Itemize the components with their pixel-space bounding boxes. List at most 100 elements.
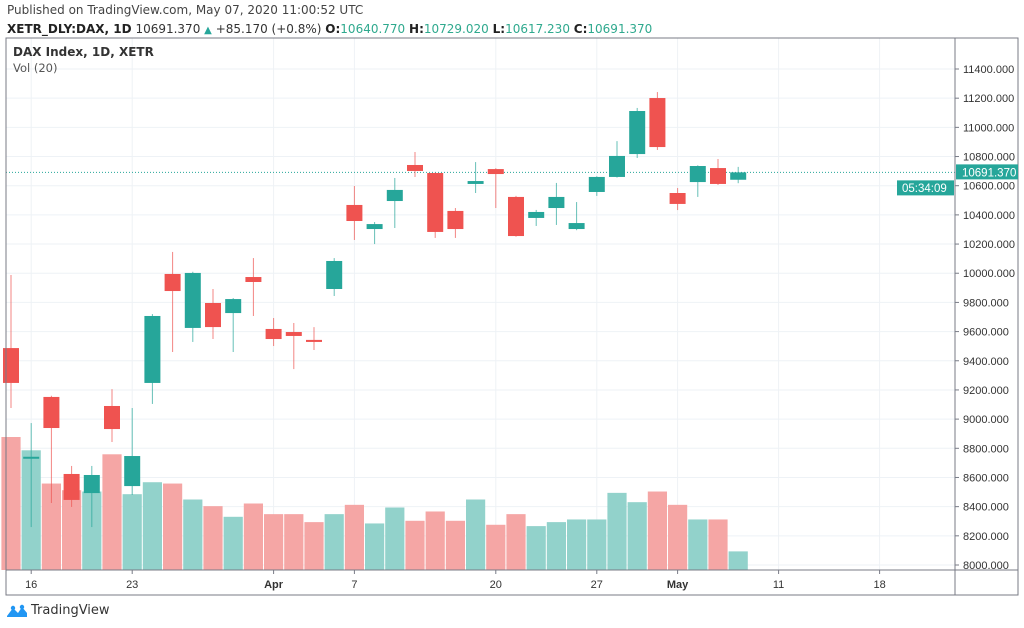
candle-body[interactable] <box>3 348 19 383</box>
price-change: +85.170 (+0.8%) <box>215 22 322 36</box>
candle-body[interactable] <box>366 224 383 230</box>
candle-body[interactable] <box>447 210 464 230</box>
volume-bar <box>243 503 263 570</box>
candle-body[interactable] <box>306 339 322 342</box>
candle-body[interactable] <box>548 196 565 209</box>
published-caption: Published on TradingView.com, May 07, 20… <box>7 3 364 17</box>
candle-body[interactable] <box>467 181 484 184</box>
volume-bar <box>688 519 708 570</box>
volume-bar <box>445 520 465 570</box>
volume-bar <box>506 514 526 570</box>
price-axis-label: 10400.000 <box>963 210 1015 222</box>
price-axis-label: 9400.000 <box>963 356 1009 368</box>
volume-bar <box>163 483 183 570</box>
volume-bar <box>102 454 122 570</box>
volume-bar <box>425 511 445 570</box>
last-price-badge-text: 10691.370 <box>962 167 1016 179</box>
symbol-info-bar: XETR_DLY:DAX, 1D 10691.370 ▲ +85.170 (+0… <box>7 22 652 36</box>
candle-body[interactable] <box>689 166 706 183</box>
volume-bar <box>41 483 61 570</box>
open-value: 10640.770 <box>340 22 406 36</box>
candle-body[interactable] <box>265 328 282 340</box>
candle-body[interactable] <box>104 405 120 430</box>
volume-bar <box>344 504 364 570</box>
candle-body[interactable] <box>710 168 726 184</box>
price-axis-label: 10800.000 <box>963 152 1015 164</box>
open-label: O: <box>325 22 341 36</box>
chart-frame <box>5 37 1019 596</box>
symbol-name: XETR_DLY:DAX, 1D <box>7 22 132 36</box>
candle-body[interactable] <box>487 169 504 175</box>
price-axis-label: 10600.000 <box>963 181 1015 193</box>
candle-body[interactable] <box>124 456 141 487</box>
volume-bar <box>142 482 162 570</box>
time-axis-label: 16 <box>25 579 37 591</box>
candle-body[interactable] <box>386 189 403 202</box>
candle-body[interactable] <box>225 299 242 314</box>
candle-body[interactable] <box>528 211 545 218</box>
candle-body[interactable] <box>568 223 585 230</box>
volume-bar <box>466 499 486 570</box>
candle-body[interactable] <box>144 315 161 383</box>
candle-body[interactable] <box>205 302 221 328</box>
volume-bar <box>365 523 385 570</box>
volume-legend: Vol (20) <box>13 61 58 75</box>
price-axis-label: 8800.000 <box>963 443 1009 455</box>
time-axis-label: 27 <box>591 579 603 591</box>
candle-body[interactable] <box>427 173 444 232</box>
candle-body[interactable] <box>588 176 605 192</box>
volume-bar <box>223 516 243 570</box>
time-axis-label: 20 <box>490 579 502 591</box>
price-axis-label: 8000.000 <box>963 560 1009 572</box>
candle-body[interactable] <box>43 396 60 429</box>
tradingview-logo-icon <box>7 604 27 617</box>
last-price: 10691.370 <box>135 22 201 36</box>
price-axis-label: 11000.000 <box>963 122 1014 134</box>
candle-body[interactable] <box>63 473 80 500</box>
candle-body[interactable] <box>245 277 262 282</box>
candle-body[interactable] <box>346 204 363 222</box>
volume-bar <box>668 504 688 570</box>
series-legend-title: DAX Index, 1D, XETR <box>13 45 154 59</box>
triangle-up-icon: ▲ <box>204 25 212 36</box>
candle-body[interactable] <box>164 273 181 292</box>
candle-body[interactable] <box>609 155 625 177</box>
candle-body[interactable] <box>508 196 524 237</box>
tradingview-logo: TradingView <box>6 603 110 618</box>
volume-bar <box>546 522 566 570</box>
time-axis-label: May <box>667 579 689 591</box>
price-axis-label: 11200.000 <box>963 93 1014 105</box>
price-axis-label: 10200.000 <box>963 239 1015 251</box>
candle-body[interactable] <box>629 111 646 155</box>
volume-bar <box>1 437 21 570</box>
price-axis-label: 10000.000 <box>963 268 1015 280</box>
close-value: 10691.370 <box>587 22 653 36</box>
high-value: 10729.020 <box>423 22 489 36</box>
candle-body[interactable] <box>83 474 100 494</box>
volume-bar <box>607 492 627 570</box>
volume-bar <box>122 494 142 570</box>
candle-body[interactable] <box>407 164 423 171</box>
time-axis-label: 23 <box>126 579 138 591</box>
candle-body[interactable] <box>669 193 686 204</box>
volume-bar <box>183 499 203 570</box>
price-axis-label: 8200.000 <box>963 531 1009 543</box>
candle-body[interactable] <box>184 272 201 328</box>
countdown-badge <box>897 180 954 196</box>
volume-bar <box>405 520 425 570</box>
time-axis-label: Apr <box>264 579 284 591</box>
volume-bar <box>324 514 344 570</box>
close-label: C: <box>573 22 588 36</box>
time-axis-label: 11 <box>773 579 784 591</box>
low-label: L: <box>492 22 506 36</box>
candle-body[interactable] <box>326 260 343 289</box>
candle-body[interactable] <box>649 98 666 148</box>
volume-bar <box>82 491 102 570</box>
price-axis-label: 9000.000 <box>963 414 1009 426</box>
candle-body[interactable] <box>23 456 40 459</box>
candle-body[interactable] <box>730 172 747 180</box>
price-axis-label: 8400.000 <box>963 502 1009 514</box>
candle-body[interactable] <box>285 332 302 336</box>
high-label: H: <box>409 22 424 36</box>
